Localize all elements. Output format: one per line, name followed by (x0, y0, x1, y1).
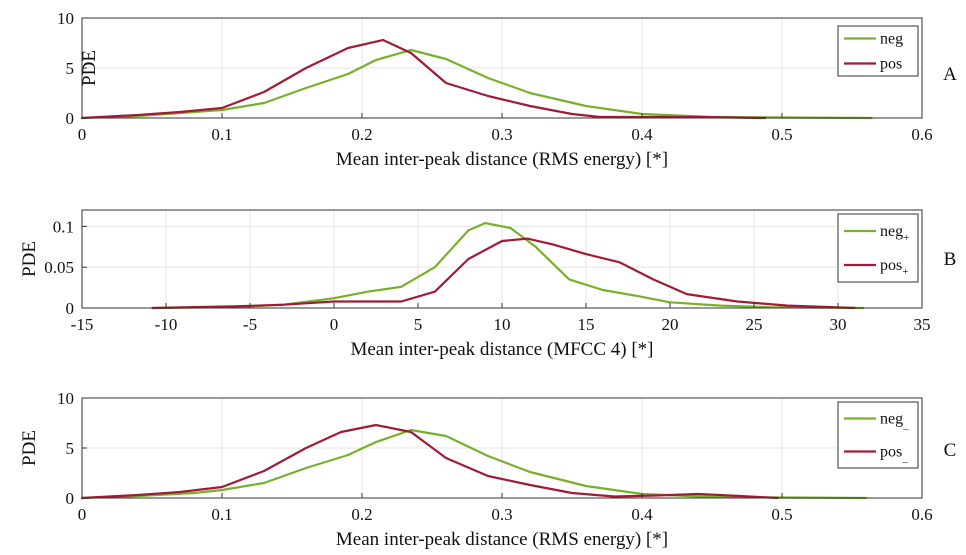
series-line-neg (80, 48, 873, 120)
legend: neg+ pos+ (837, 213, 919, 283)
x-tick-label: 0.4 (631, 125, 653, 144)
x-tick-label: 0.5 (771, 505, 792, 524)
x-tick-label: 0.2 (351, 125, 372, 144)
x-tick-label: 0.6 (911, 505, 932, 524)
y-tick-label: 0 (66, 299, 75, 318)
legend-box (837, 213, 919, 283)
series-line-pos (80, 423, 779, 500)
y-axis-label: PDE (19, 430, 40, 466)
legend-label-subscript: + (902, 266, 908, 278)
series-line-neg (151, 222, 865, 310)
legend-label-pos: pos_ (880, 444, 908, 465)
panel-label: A (943, 64, 957, 85)
y-tick-label: 5 (66, 59, 75, 78)
x-tick-label: 0.1 (211, 505, 232, 524)
legend-box (837, 401, 919, 469)
x-tick-label: 0.5 (771, 125, 792, 144)
x-tick-label: 0.2 (351, 505, 372, 524)
legend-label-neg: neg_ (880, 411, 909, 432)
panel-a: 0 0.1 0.2 0.3 0.4 0.5 0.6 0 5 10 Mean inter-peak d… (57, 9, 957, 170)
legend-label-subscript: + (903, 232, 909, 244)
x-tick-label: -5 (243, 315, 257, 334)
x-tick-label: 0 (78, 505, 87, 524)
y-tick-label: 10 (57, 389, 74, 408)
legend-label-pos: pos+ (880, 257, 908, 278)
y-tick-label: 0 (66, 109, 75, 128)
x-tick-label: 10 (494, 315, 511, 334)
series-line-pos (151, 237, 856, 310)
x-tick-label: 15 (578, 315, 595, 334)
panel-label: C (944, 440, 957, 461)
x-tick-label: 5 (414, 315, 423, 334)
series-line-neg (80, 428, 868, 500)
y-tick-label: 0.1 (53, 217, 74, 236)
y-tick-label: 10 (57, 9, 74, 28)
panel-label: B (944, 249, 957, 270)
x-tick-label: 0.3 (491, 125, 512, 144)
y-tick-label: 0.05 (44, 258, 74, 277)
x-tick-label: 0.3 (491, 505, 512, 524)
series-line-pos (80, 38, 767, 120)
x-tick-label: 0.1 (211, 125, 232, 144)
x-axis-label: Mean inter-peak distance (RMS energy) [*… (336, 529, 668, 550)
y-tick-label: 5 (66, 439, 75, 458)
y-tick-label: 0 (66, 489, 75, 508)
legend: neg_ pos_ (837, 401, 919, 469)
x-tick-label: 30 (830, 315, 847, 334)
x-tick-label: -15 (71, 315, 94, 334)
x-tick-label: 0 (78, 125, 87, 144)
y-axis-label: PDE (79, 50, 100, 86)
x-tick-label: 25 (746, 315, 763, 334)
legend-label-neg: neg (880, 31, 903, 48)
x-tick-label: -10 (155, 315, 178, 334)
legend: neg pos (837, 25, 919, 77)
x-tick-label: 0.6 (911, 125, 932, 144)
x-tick-label: 20 (662, 315, 679, 334)
legend-label-subscript: _ (902, 420, 909, 432)
panel-b: -15 -10 -5 0 5 10 15 20 25 30 35 0 0.05 0.1 Mean inter… (19, 209, 957, 360)
panel-c: 0 0.1 0.2 0.3 0.4 0.5 0.6 0 5 10 Mean inter-peak d… (19, 389, 956, 550)
legend-label-subscript: _ (901, 453, 908, 465)
x-tick-label: 0 (330, 315, 339, 334)
x-axis-label: Mean inter-peak distance (RMS energy) [*… (336, 149, 668, 170)
legend-label-pos: pos (880, 56, 902, 73)
x-tick-label: 35 (914, 315, 931, 334)
x-axis-label: Mean inter-peak distance (MFCC 4) [*] (350, 339, 653, 360)
x-tick-label: 0.4 (631, 505, 653, 524)
legend-label-neg: neg+ (880, 223, 909, 244)
y-axis-label: PDE (19, 241, 40, 277)
legend-box (837, 25, 919, 77)
